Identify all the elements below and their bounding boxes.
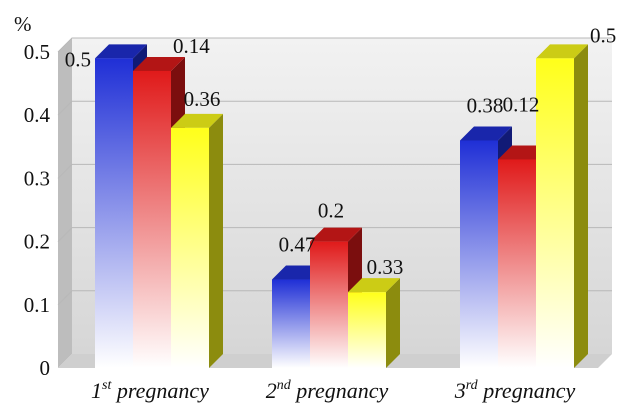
gridlines [57, 37, 612, 306]
bar-top [536, 44, 588, 59]
bar-side [386, 278, 400, 368]
side-wall [58, 38, 72, 368]
category-labels: 1st pregnancy 2nd pregnancy 3rd pregnancy [91, 378, 575, 403]
bar-top [133, 56, 185, 71]
data-label: 0.14 [173, 34, 210, 58]
data-label: 0.38 [467, 93, 504, 117]
gridline [57, 290, 612, 306]
data-label: 0.12 [503, 92, 540, 116]
bar-top [310, 227, 362, 242]
gridline [57, 163, 612, 179]
bar-top [348, 278, 400, 293]
bar-top [171, 113, 223, 128]
data-label: 0.36 [184, 87, 221, 111]
y-tick-label: 0.2 [24, 230, 50, 254]
category-label: 1st pregnancy [91, 378, 209, 403]
y-tick-label: 0.1 [24, 293, 50, 317]
data-label: 0.5 [65, 47, 91, 71]
bar-front [536, 58, 574, 368]
y-tick-label: 0.5 [24, 40, 50, 64]
data-label: 0.2 [318, 199, 344, 223]
y-tick-label: 0.3 [24, 166, 50, 190]
y-tick-label: 0 [40, 356, 51, 380]
bar-front [95, 58, 133, 368]
bar-front [133, 70, 171, 369]
bar-front [460, 140, 498, 368]
bars [95, 44, 588, 369]
data-label: 0.33 [367, 255, 404, 279]
bar-front [348, 292, 386, 368]
bar-front [310, 241, 348, 368]
gridline [57, 100, 612, 116]
bar-side [209, 113, 223, 368]
data-label: 0.5 [590, 23, 616, 47]
bar-top [95, 44, 147, 59]
data-label: 0.47 [279, 233, 316, 257]
data-labels: 0.5 0.14 0.36 0.470.2 0.33 0.38 0.12 0.5 [65, 23, 617, 279]
bar-side [574, 44, 588, 368]
bar-front [171, 127, 209, 368]
gridline [57, 227, 612, 242]
bar-front [498, 159, 536, 368]
category-label: 2nd pregnancy [266, 378, 389, 403]
y-axis-ticks: 0 0.1 0.2 0.3 0.4 0.5 [24, 40, 51, 380]
gridline [57, 37, 612, 53]
bar-top [460, 126, 512, 141]
bar [348, 278, 400, 368]
y-tick-label: 0.4 [24, 103, 51, 127]
bar [171, 113, 223, 368]
bar-front [272, 279, 310, 368]
bar [536, 44, 588, 368]
y-axis-label: % [14, 12, 32, 36]
category-label: 3rd pregnancy [454, 378, 576, 403]
